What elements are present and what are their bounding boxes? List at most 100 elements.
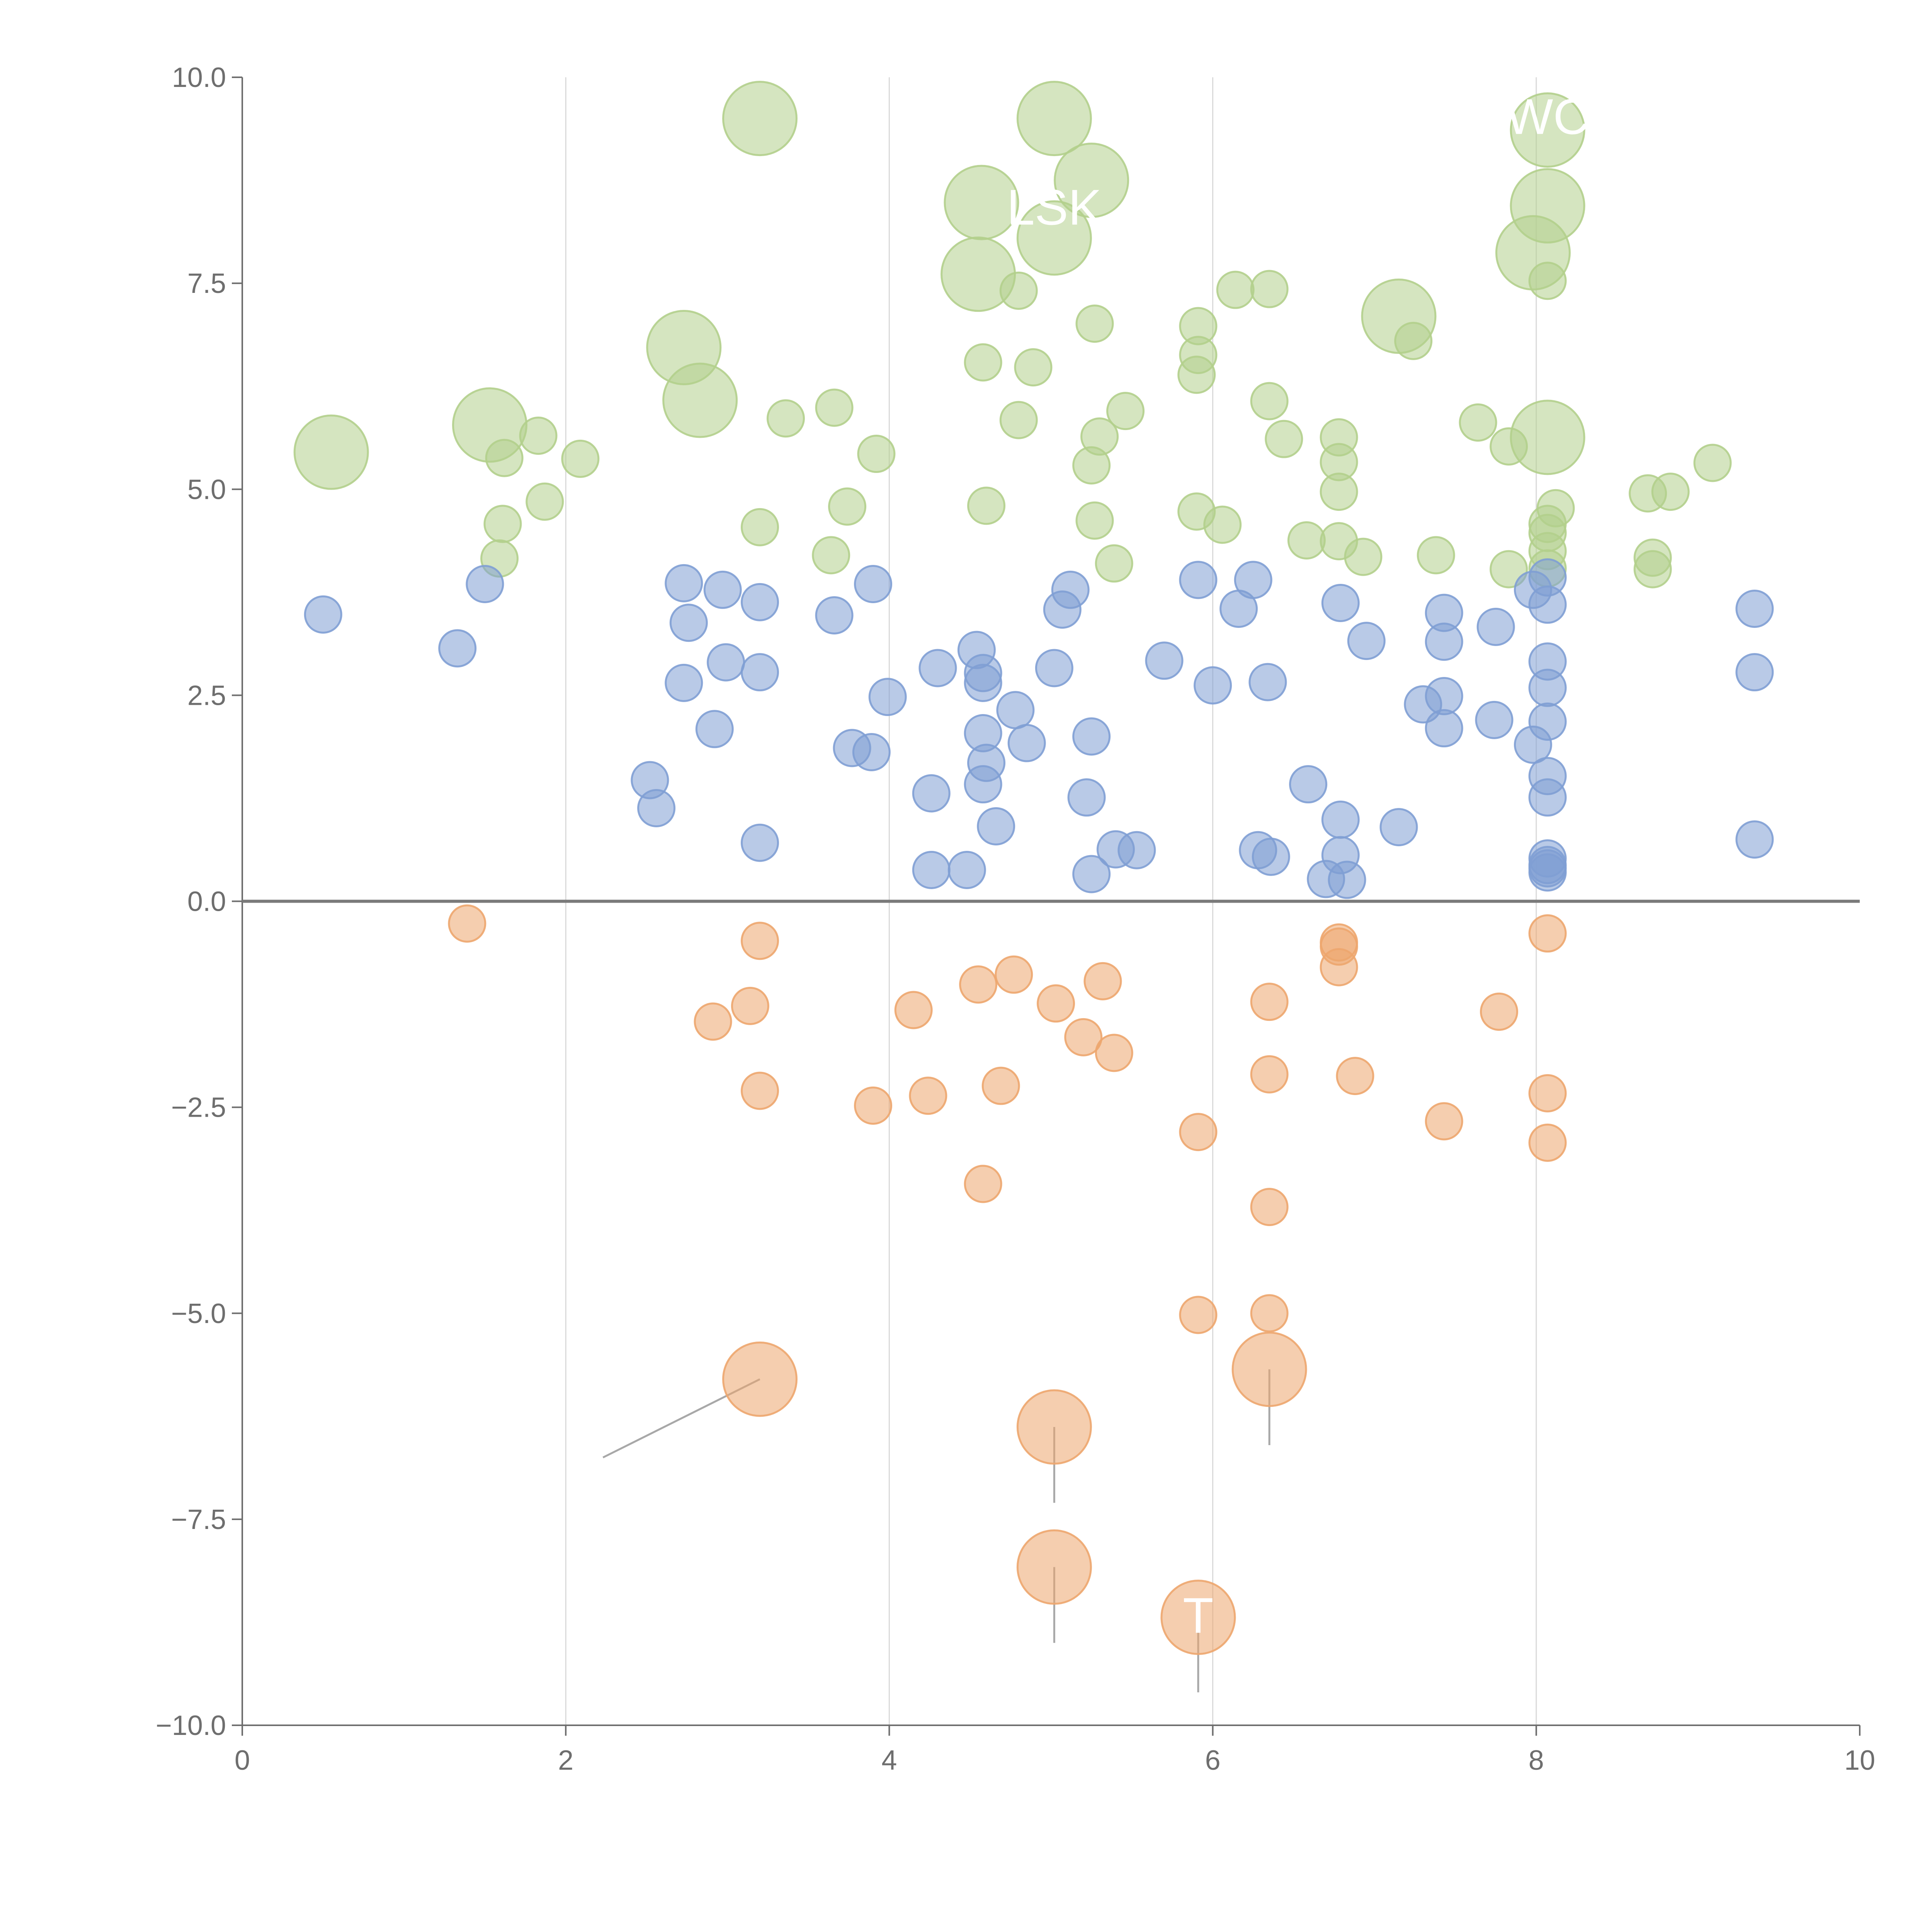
bubble-blue [1735,820,1774,859]
bubble-green [766,399,805,438]
bubble-green [1394,321,1433,360]
bubble-orange [964,1165,1002,1203]
bubble-orange [1037,984,1075,1023]
bubble-green [1651,473,1690,511]
bubble-green [1016,81,1092,156]
bubble-orange [731,986,769,1025]
bubble-blue [1321,800,1360,839]
bubble-orange [1336,1057,1374,1095]
bubble-green [485,439,524,477]
bubble-blue [665,564,703,602]
bubble-orange [741,1071,779,1110]
bubble-orange [909,1077,947,1115]
bubble-orange [959,965,998,1004]
y-tick-label: −5.0 [171,1298,226,1329]
bubble-blue [1252,837,1290,876]
x-tick-label: 10 [1844,1745,1875,1776]
bubble-blue [947,850,986,889]
bubble-green [812,536,850,575]
bubble-green [1106,392,1145,430]
bubble-green [1320,473,1358,511]
bubbles [293,81,1774,1655]
bubble-orange [1095,1034,1133,1072]
bubble-blue [1528,585,1567,624]
bubble-blue [741,653,779,692]
bubble-label: T [1183,1587,1213,1644]
bubble-orange [894,991,933,1029]
bubble-blue [1528,853,1567,892]
bubble-blue [466,565,504,603]
bubble-green [1287,521,1326,560]
bubble-blue [741,823,779,862]
bubble-green [1528,262,1567,300]
bubble-blue [964,663,1002,702]
bubble-blue [1007,724,1046,762]
bubble-blue [1035,649,1073,687]
bubble-green [1095,544,1133,583]
bubble-green [1203,505,1242,544]
bubble-orange [1480,992,1519,1031]
bubble-orange [1250,1294,1289,1333]
bubble-label: LSK [1007,179,1102,235]
bubble-blue [1475,701,1514,739]
bubble-green [1016,200,1092,276]
bubble-blue [977,807,1015,845]
bubble-orange [1064,1018,1103,1056]
bubble-blue [1476,607,1515,646]
bubble-green [662,362,738,438]
bubble-orange [722,1341,798,1417]
x-tick-label: 2 [558,1745,573,1776]
bubble-blue [996,691,1035,730]
bubble-blue [1425,677,1463,716]
y-tick-label: 10.0 [172,62,226,93]
bubble-green [1075,304,1114,343]
bubble-blue [1735,653,1774,692]
x-tick-label: 8 [1529,1745,1544,1776]
bubble-green [483,505,522,543]
bubble-green [999,401,1038,439]
bubble-blue [868,678,907,716]
bubble-labels: LSK T WC [1007,88,1590,1644]
bubble-green [519,417,558,455]
bubble-green [857,435,896,473]
bubble-blue [1289,765,1328,804]
bubble-orange [1160,1580,1236,1655]
bubble-blue [852,733,891,772]
bubble-orange [1231,1332,1307,1407]
bubble-blue [912,774,951,813]
x-tick-label: 4 [881,1745,897,1776]
bubble-green [526,482,564,521]
bubble-blue [707,643,745,682]
bubble-green [828,487,867,526]
y-tick-label: −10.0 [156,1710,226,1741]
bubble-green [815,388,854,427]
bubble-orange [1250,1188,1289,1226]
bubble-blue [703,570,742,609]
y-tick-label: 7.5 [187,268,226,299]
bubble-blue [1072,855,1111,893]
x-tick-label: 0 [235,1745,250,1776]
bubble-orange [448,904,486,943]
y-tick-label: 2.5 [187,680,226,711]
bubble-blue [669,604,708,642]
bubble-green [1250,382,1289,420]
bubble-blue [815,596,854,635]
y-tick-label: 5.0 [187,474,226,505]
bubble-green [1510,92,1585,168]
bubble-label: WC [1506,88,1590,145]
bubble-blue [918,649,957,687]
bubble-green [999,271,1038,310]
bubble-orange [995,955,1033,994]
bubble-green [293,414,369,490]
bubble-green [722,81,798,156]
bubble-blue [1425,622,1463,661]
bubble-blue [1234,561,1272,599]
bubble-orange [1179,1296,1218,1334]
bubble-green [1216,270,1255,309]
bubble-blue [1528,702,1567,741]
bubble-green [1177,355,1216,394]
bubble-blue [1528,668,1567,707]
bubble-orange [1425,1102,1463,1141]
bubble-orange [1179,1113,1218,1151]
bubble-green [1014,348,1053,387]
